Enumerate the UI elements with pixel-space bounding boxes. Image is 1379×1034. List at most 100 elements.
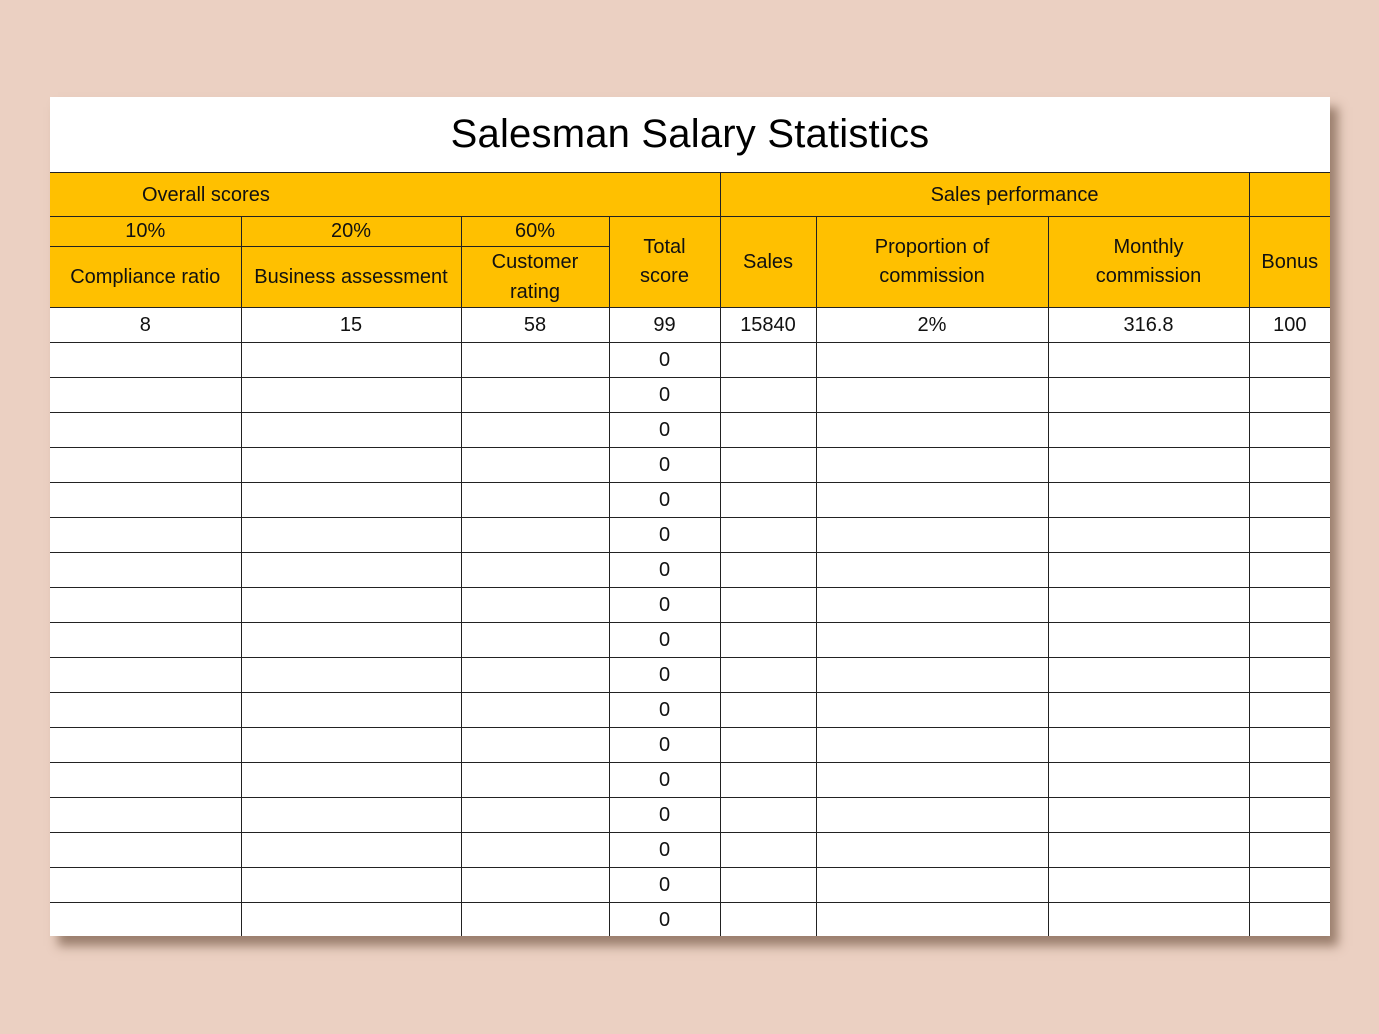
cell-customer-rating[interactable] — [460, 342, 610, 378]
cell-bonus[interactable] — [1248, 727, 1330, 763]
cell-customer-rating[interactable] — [460, 902, 610, 936]
cell-sales[interactable] — [719, 657, 817, 693]
cell-compliance-ratio[interactable] — [50, 412, 242, 448]
cell-compliance-ratio[interactable] — [50, 377, 242, 413]
cell-bonus[interactable] — [1248, 622, 1330, 658]
cell-compliance-ratio[interactable] — [50, 622, 242, 658]
cell-total-score[interactable]: 0 — [608, 552, 721, 588]
cell-compliance-ratio[interactable] — [50, 587, 242, 623]
cell-monthly-commission[interactable] — [1047, 447, 1250, 483]
cell-monthly-commission[interactable] — [1047, 797, 1250, 833]
cell-bonus[interactable] — [1248, 692, 1330, 728]
cell-proportion-of-commission[interactable] — [815, 447, 1049, 483]
cell-sales[interactable] — [719, 692, 817, 728]
cell-total-score[interactable]: 0 — [608, 762, 721, 798]
cell-customer-rating[interactable] — [460, 727, 610, 763]
cell-sales[interactable] — [719, 377, 817, 413]
cell-proportion-of-commission[interactable] — [815, 517, 1049, 553]
cell-monthly-commission[interactable] — [1047, 377, 1250, 413]
cell-customer-rating[interactable] — [460, 447, 610, 483]
cell-total-score[interactable]: 0 — [608, 727, 721, 763]
cell-customer-rating[interactable] — [460, 517, 610, 553]
cell-compliance-ratio[interactable] — [50, 832, 242, 868]
cell-proportion-of-commission[interactable] — [815, 622, 1049, 658]
cell-compliance-ratio[interactable] — [50, 692, 242, 728]
cell-business-assessment[interactable] — [240, 552, 462, 588]
cell-compliance-ratio[interactable] — [50, 447, 242, 483]
cell-sales[interactable] — [719, 902, 817, 936]
cell-customer-rating[interactable] — [460, 412, 610, 448]
cell-proportion-of-commission[interactable] — [815, 552, 1049, 588]
cell-business-assessment[interactable] — [240, 692, 462, 728]
cell-total-score[interactable]: 0 — [608, 447, 721, 483]
cell-business-assessment[interactable]: 15 — [240, 307, 462, 343]
cell-customer-rating[interactable] — [460, 832, 610, 868]
cell-monthly-commission[interactable] — [1047, 727, 1250, 763]
cell-monthly-commission[interactable] — [1047, 692, 1250, 728]
cell-business-assessment[interactable] — [240, 412, 462, 448]
cell-total-score[interactable]: 0 — [608, 902, 721, 936]
cell-proportion-of-commission[interactable] — [815, 797, 1049, 833]
cell-sales[interactable] — [719, 412, 817, 448]
cell-total-score[interactable]: 0 — [608, 657, 721, 693]
cell-customer-rating[interactable] — [460, 377, 610, 413]
cell-proportion-of-commission[interactable] — [815, 587, 1049, 623]
cell-business-assessment[interactable] — [240, 762, 462, 798]
cell-sales[interactable] — [719, 447, 817, 483]
cell-bonus[interactable] — [1248, 552, 1330, 588]
cell-total-score[interactable]: 0 — [608, 342, 721, 378]
cell-business-assessment[interactable] — [240, 517, 462, 553]
cell-proportion-of-commission[interactable] — [815, 867, 1049, 903]
cell-monthly-commission[interactable] — [1047, 482, 1250, 518]
cell-customer-rating[interactable] — [460, 657, 610, 693]
cell-bonus[interactable] — [1248, 447, 1330, 483]
cell-customer-rating[interactable]: 58 — [460, 307, 610, 343]
cell-business-assessment[interactable] — [240, 727, 462, 763]
cell-monthly-commission[interactable] — [1047, 552, 1250, 588]
cell-bonus[interactable] — [1248, 902, 1330, 936]
cell-compliance-ratio[interactable]: 8 — [50, 307, 242, 343]
cell-business-assessment[interactable] — [240, 657, 462, 693]
cell-proportion-of-commission[interactable] — [815, 692, 1049, 728]
cell-compliance-ratio[interactable] — [50, 797, 242, 833]
cell-monthly-commission[interactable]: 316.8 — [1047, 307, 1250, 343]
cell-business-assessment[interactable] — [240, 377, 462, 413]
cell-total-score[interactable]: 0 — [608, 482, 721, 518]
cell-bonus[interactable] — [1248, 517, 1330, 553]
cell-bonus[interactable] — [1248, 412, 1330, 448]
cell-total-score[interactable]: 0 — [608, 832, 721, 868]
cell-total-score[interactable]: 0 — [608, 622, 721, 658]
cell-proportion-of-commission[interactable] — [815, 412, 1049, 448]
cell-total-score[interactable]: 0 — [608, 587, 721, 623]
cell-sales[interactable] — [719, 797, 817, 833]
cell-monthly-commission[interactable] — [1047, 342, 1250, 378]
cell-customer-rating[interactable] — [460, 587, 610, 623]
cell-total-score[interactable]: 99 — [608, 307, 721, 343]
cell-business-assessment[interactable] — [240, 482, 462, 518]
cell-business-assessment[interactable] — [240, 867, 462, 903]
cell-compliance-ratio[interactable] — [50, 867, 242, 903]
cell-sales[interactable] — [719, 517, 817, 553]
cell-sales[interactable] — [719, 552, 817, 588]
cell-proportion-of-commission[interactable]: 2% — [815, 307, 1049, 343]
cell-sales[interactable] — [719, 587, 817, 623]
cell-monthly-commission[interactable] — [1047, 622, 1250, 658]
cell-bonus[interactable] — [1248, 342, 1330, 378]
cell-monthly-commission[interactable] — [1047, 412, 1250, 448]
cell-compliance-ratio[interactable] — [50, 482, 242, 518]
cell-compliance-ratio[interactable] — [50, 762, 242, 798]
cell-proportion-of-commission[interactable] — [815, 482, 1049, 518]
cell-business-assessment[interactable] — [240, 622, 462, 658]
cell-business-assessment[interactable] — [240, 447, 462, 483]
cell-customer-rating[interactable] — [460, 622, 610, 658]
cell-total-score[interactable]: 0 — [608, 867, 721, 903]
cell-compliance-ratio[interactable] — [50, 342, 242, 378]
cell-proportion-of-commission[interactable] — [815, 377, 1049, 413]
cell-sales[interactable] — [719, 342, 817, 378]
cell-monthly-commission[interactable] — [1047, 657, 1250, 693]
cell-sales[interactable] — [719, 832, 817, 868]
cell-total-score[interactable]: 0 — [608, 797, 721, 833]
cell-sales[interactable] — [719, 867, 817, 903]
cell-total-score[interactable]: 0 — [608, 692, 721, 728]
cell-customer-rating[interactable] — [460, 482, 610, 518]
